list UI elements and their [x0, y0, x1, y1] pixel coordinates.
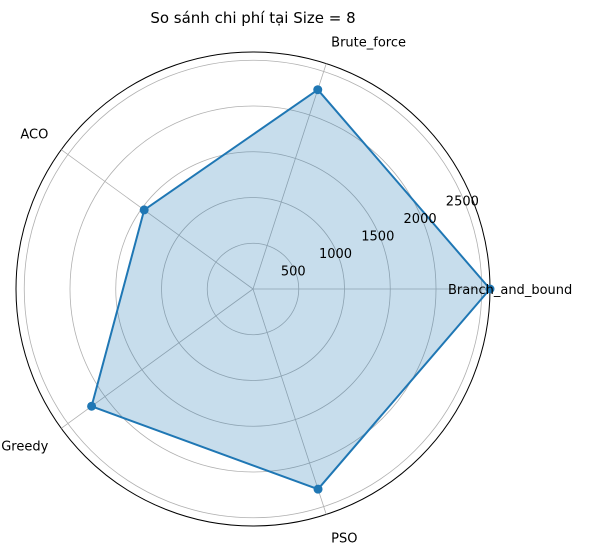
category-labels: Branch_and_bound Brute_force ACO Greedy PSO [1, 35, 572, 546]
spoke-Brute_force [252, 63, 327, 290]
category-label-PSO: PSO [331, 532, 357, 547]
data-point-Branch_and_bound [485, 284, 495, 294]
radial-tick-label: 2000 [404, 212, 437, 227]
chart-title: So sánh chi phí tại Size = 8 [150, 9, 355, 27]
radial-tick-label: 500 [281, 264, 306, 279]
category-label-Branch_and_bound: Branch_and_bound [448, 283, 572, 298]
data-point-ACO [139, 205, 149, 215]
category-label-Brute_force: Brute_force [331, 35, 406, 50]
radial-tick-label: 1500 [361, 229, 394, 244]
category-label-Greedy: Greedy [1, 440, 48, 455]
category-label-ACO: ACO [20, 127, 48, 142]
radial-tick-label: 2500 [446, 194, 479, 209]
series-fill [91, 89, 490, 490]
radial-tick-labels: 500 1000 1500 2000 2500 [281, 194, 479, 279]
data-point-Brute_force [313, 85, 323, 95]
radar-series [87, 85, 495, 494]
spoke-PSO [252, 288, 327, 515]
data-point-Greedy [87, 401, 97, 411]
radial-tick-label: 1000 [319, 247, 352, 262]
spoke-ACO [61, 149, 254, 290]
series-line [90, 88, 491, 491]
data-point-PSO [313, 484, 323, 494]
